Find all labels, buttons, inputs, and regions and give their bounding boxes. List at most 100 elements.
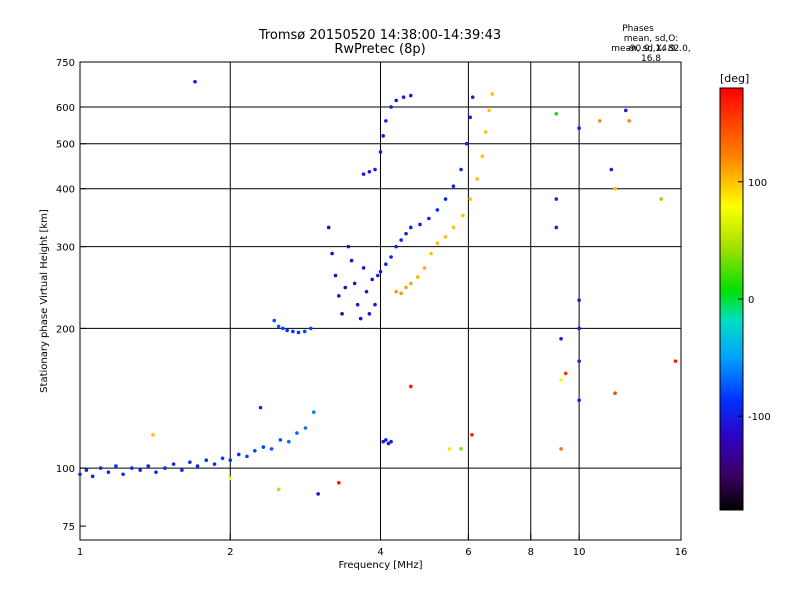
data-point	[236, 452, 241, 457]
data-point	[78, 472, 82, 477]
y-tick-label: 75	[62, 522, 75, 533]
data-point	[386, 441, 391, 446]
data-point	[375, 273, 380, 278]
data-point	[269, 447, 274, 451]
data-point	[429, 251, 433, 256]
data-point	[394, 98, 398, 103]
data-point	[163, 466, 167, 470]
data-point	[308, 326, 313, 331]
x-tick-label: 10	[573, 547, 586, 558]
y-axis-label: Stationary phase Virtual Height [km]	[39, 209, 50, 393]
x-tick-label: 8	[528, 547, 534, 558]
data-point	[343, 285, 348, 290]
data-point	[480, 154, 485, 158]
data-point	[373, 302, 377, 307]
data-point	[349, 258, 354, 263]
y-tick-label: 600	[56, 103, 75, 114]
data-point	[418, 222, 422, 227]
data-point	[121, 472, 125, 477]
data-point	[204, 458, 209, 463]
data-point	[381, 439, 385, 444]
data-point	[281, 326, 285, 331]
x-tick-label: 4	[377, 547, 383, 558]
data-point	[470, 95, 475, 99]
data-point	[408, 384, 413, 389]
data-point	[370, 277, 375, 282]
data-point	[188, 460, 192, 464]
data-point	[337, 294, 341, 298]
data-point	[285, 328, 289, 333]
data-point	[577, 298, 581, 303]
data-point	[373, 167, 377, 172]
data-point	[378, 150, 383, 154]
data-point	[559, 447, 563, 451]
data-point	[106, 470, 111, 474]
data-point	[114, 464, 118, 468]
data-point	[381, 134, 385, 138]
data-point	[554, 197, 559, 201]
y-tick-label: 400	[56, 185, 75, 196]
data-point	[490, 92, 495, 96]
data-point	[333, 273, 338, 278]
data-point	[346, 244, 351, 249]
data-point	[554, 112, 559, 116]
data-point	[326, 225, 331, 230]
data-point	[151, 432, 155, 437]
data-point	[427, 216, 431, 221]
data-point	[384, 262, 388, 267]
data-point	[597, 119, 602, 123]
data-point	[394, 244, 398, 249]
data-point	[443, 235, 448, 239]
data-point	[272, 318, 277, 323]
data-point	[554, 225, 559, 230]
data-point	[468, 197, 472, 201]
data-point	[401, 95, 406, 99]
colorbar-ticks: 100 0 -100	[738, 178, 771, 423]
stats-phase-o: mean, sd,O: -90.9, 14.9	[623, 34, 679, 54]
data-point	[195, 464, 200, 468]
y-tick-labels: 75 100 200 300 400 500 600 750	[56, 58, 86, 533]
data-point	[253, 448, 257, 453]
y-tick-label: 100	[56, 464, 75, 475]
x-tick-label: 2	[227, 547, 233, 558]
data-point	[459, 447, 463, 451]
data-point	[443, 197, 448, 201]
grid-lines	[80, 62, 681, 540]
x-tick-labels: 1 2 4 6 8 10 16	[77, 534, 688, 558]
data-point	[577, 326, 581, 331]
data-point	[609, 167, 614, 172]
y-tick-label: 300	[56, 243, 75, 254]
data-point	[90, 474, 95, 479]
data-point	[623, 108, 628, 113]
data-point	[559, 377, 563, 382]
data-point	[659, 197, 663, 201]
data-point	[613, 186, 617, 191]
data-point	[355, 302, 360, 307]
data-point	[358, 316, 363, 321]
data-point	[487, 108, 491, 113]
data-point	[459, 167, 463, 172]
data-point	[302, 329, 307, 334]
data-point	[180, 468, 184, 472]
data-point	[352, 281, 357, 286]
data-point	[228, 458, 233, 463]
data-point	[563, 371, 568, 376]
data-point	[475, 177, 480, 181]
data-point	[451, 184, 456, 188]
data-points	[78, 79, 678, 496]
data-point	[364, 289, 369, 294]
data-point	[447, 447, 452, 451]
data-point	[84, 468, 89, 472]
data-point	[291, 329, 295, 334]
colorbar-tick-label: -100	[748, 412, 771, 423]
stats-heading: Phases	[622, 24, 654, 34]
data-point	[613, 391, 617, 396]
x-tick-label: 16	[675, 547, 688, 558]
x-tick-label: 6	[465, 547, 471, 558]
y-tick-label: 500	[56, 140, 75, 151]
colorbar-unit: [deg]	[720, 72, 749, 85]
data-point	[98, 466, 103, 470]
data-point	[171, 462, 176, 466]
data-point	[296, 330, 301, 335]
